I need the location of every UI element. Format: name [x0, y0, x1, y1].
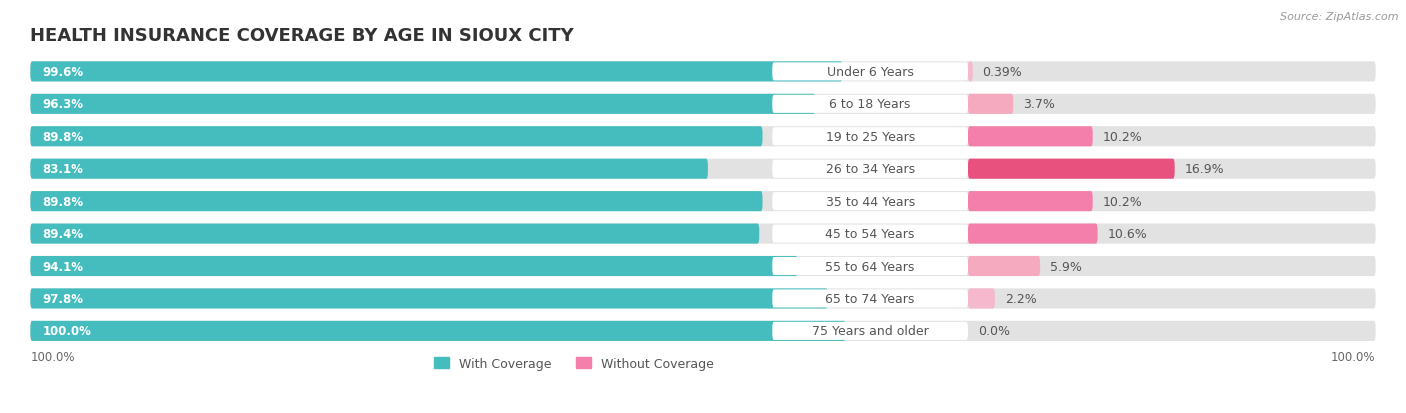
FancyBboxPatch shape — [31, 256, 797, 276]
FancyBboxPatch shape — [967, 62, 973, 82]
FancyBboxPatch shape — [772, 95, 967, 114]
FancyBboxPatch shape — [31, 224, 1375, 244]
FancyBboxPatch shape — [31, 159, 1375, 179]
FancyBboxPatch shape — [31, 95, 1375, 114]
FancyBboxPatch shape — [31, 62, 1375, 82]
FancyBboxPatch shape — [31, 289, 828, 309]
FancyBboxPatch shape — [772, 225, 967, 243]
FancyBboxPatch shape — [31, 321, 845, 341]
FancyBboxPatch shape — [967, 256, 1040, 276]
FancyBboxPatch shape — [772, 63, 967, 81]
FancyBboxPatch shape — [967, 95, 1014, 114]
FancyBboxPatch shape — [967, 224, 1098, 244]
FancyBboxPatch shape — [31, 159, 707, 179]
Text: 89.8%: 89.8% — [42, 195, 84, 208]
FancyBboxPatch shape — [772, 322, 967, 340]
FancyBboxPatch shape — [31, 127, 1375, 147]
FancyBboxPatch shape — [967, 127, 1092, 147]
Legend: With Coverage, Without Coverage: With Coverage, Without Coverage — [433, 357, 714, 370]
FancyBboxPatch shape — [31, 62, 842, 82]
Text: 6 to 18 Years: 6 to 18 Years — [830, 98, 911, 111]
Text: 100.0%: 100.0% — [31, 350, 75, 363]
Text: 65 to 74 Years: 65 to 74 Years — [825, 292, 915, 305]
Text: 19 to 25 Years: 19 to 25 Years — [825, 131, 915, 143]
Text: 45 to 54 Years: 45 to 54 Years — [825, 228, 915, 240]
Text: Source: ZipAtlas.com: Source: ZipAtlas.com — [1281, 12, 1399, 22]
Text: 10.2%: 10.2% — [1102, 131, 1142, 143]
Text: 0.0%: 0.0% — [977, 325, 1010, 337]
Text: 83.1%: 83.1% — [42, 163, 83, 176]
FancyBboxPatch shape — [31, 127, 762, 147]
Text: 0.39%: 0.39% — [983, 66, 1022, 79]
Text: 5.9%: 5.9% — [1050, 260, 1081, 273]
FancyBboxPatch shape — [967, 159, 1174, 179]
Text: 16.9%: 16.9% — [1184, 163, 1225, 176]
FancyBboxPatch shape — [31, 321, 1375, 341]
FancyBboxPatch shape — [967, 192, 1092, 212]
Text: 10.6%: 10.6% — [1108, 228, 1147, 240]
Text: 94.1%: 94.1% — [42, 260, 83, 273]
Text: 35 to 44 Years: 35 to 44 Years — [825, 195, 915, 208]
FancyBboxPatch shape — [31, 256, 1375, 276]
FancyBboxPatch shape — [31, 192, 1375, 212]
FancyBboxPatch shape — [772, 160, 967, 178]
Text: 26 to 34 Years: 26 to 34 Years — [825, 163, 915, 176]
FancyBboxPatch shape — [772, 128, 967, 146]
Text: 55 to 64 Years: 55 to 64 Years — [825, 260, 915, 273]
Text: 100.0%: 100.0% — [42, 325, 91, 337]
Text: 3.7%: 3.7% — [1024, 98, 1054, 111]
FancyBboxPatch shape — [31, 289, 1375, 309]
Text: Under 6 Years: Under 6 Years — [827, 66, 914, 79]
FancyBboxPatch shape — [772, 192, 967, 211]
Text: 89.8%: 89.8% — [42, 131, 84, 143]
Text: 99.6%: 99.6% — [42, 66, 84, 79]
FancyBboxPatch shape — [31, 192, 762, 212]
Text: 75 Years and older: 75 Years and older — [811, 325, 928, 337]
FancyBboxPatch shape — [772, 290, 967, 308]
FancyBboxPatch shape — [31, 95, 815, 114]
Text: 10.2%: 10.2% — [1102, 195, 1142, 208]
Text: 89.4%: 89.4% — [42, 228, 84, 240]
Text: 2.2%: 2.2% — [1005, 292, 1036, 305]
FancyBboxPatch shape — [772, 257, 967, 275]
Text: 97.8%: 97.8% — [42, 292, 83, 305]
Text: HEALTH INSURANCE COVERAGE BY AGE IN SIOUX CITY: HEALTH INSURANCE COVERAGE BY AGE IN SIOU… — [31, 27, 574, 45]
FancyBboxPatch shape — [31, 224, 759, 244]
Text: 96.3%: 96.3% — [42, 98, 83, 111]
FancyBboxPatch shape — [967, 289, 995, 309]
Text: 100.0%: 100.0% — [1331, 350, 1375, 363]
